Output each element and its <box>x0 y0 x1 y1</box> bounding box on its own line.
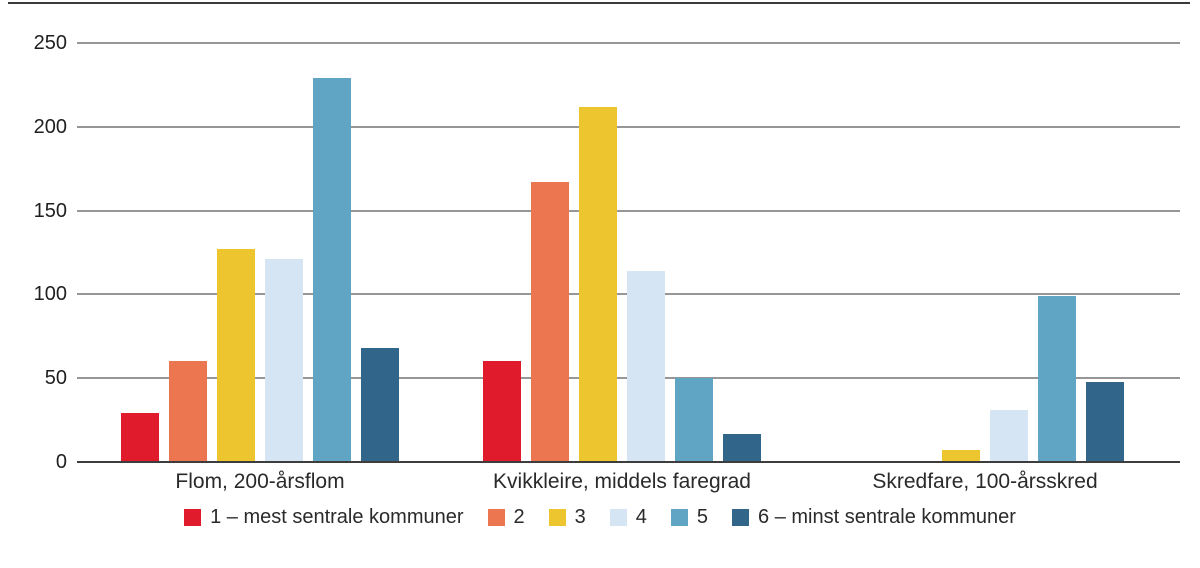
bar-series5-cat1 <box>313 78 351 462</box>
x-axis-line <box>77 461 1180 463</box>
category-label-2: Kvikkleire, middels faregrad <box>493 470 751 493</box>
legend-swatch-icon <box>487 509 505 526</box>
y-tick-label-150: 150 <box>33 199 67 222</box>
legend-swatch-icon <box>184 509 202 526</box>
legend-label: 4 <box>635 506 647 528</box>
bar-series3-cat1 <box>217 249 255 462</box>
legend-swatch-icon <box>548 509 566 526</box>
gridline-250 <box>77 42 1180 44</box>
y-tick-label-0: 0 <box>55 451 67 473</box>
bar-series5-cat3 <box>1038 296 1076 462</box>
legend-label: 2 <box>513 506 525 528</box>
bar-series2-cat1 <box>169 361 207 462</box>
bar-series3-cat2 <box>579 107 617 462</box>
legend-item-6: 6 – minst sentrale kommuner <box>732 506 1016 529</box>
legend-swatch-icon <box>609 509 627 526</box>
legend-item-5: 5 <box>670 506 709 529</box>
legend-item-3: 3 <box>548 506 586 529</box>
legend-label: 1 – mest sentrale kommuner <box>210 506 464 528</box>
bar-series2-cat2 <box>531 182 569 462</box>
bar-group-1 <box>121 43 399 462</box>
bar-series3-cat3 <box>942 450 980 462</box>
bar-series6-cat3 <box>1086 382 1124 462</box>
legend-swatch-icon <box>670 509 688 526</box>
legend-label: 5 <box>696 506 709 528</box>
bar-series1-cat2 <box>483 361 521 462</box>
bar-group-3 <box>846 43 1124 462</box>
legend-item-2: 2 <box>487 506 525 529</box>
legend-label: 6 – minst sentrale kommuner <box>758 506 1016 528</box>
legend-label: 3 <box>574 506 586 528</box>
y-tick-label-250: 250 <box>33 32 67 54</box>
legend-item-4: 4 <box>609 506 647 529</box>
gridline-150 <box>77 209 1180 212</box>
figure-top-border <box>8 2 1190 4</box>
bar-series6-cat2 <box>723 434 761 462</box>
y-tick-label-200: 200 <box>33 115 67 138</box>
legend: 1 – mest sentrale kommuner 2 3 4 5 6 – minst … <box>0 506 1200 529</box>
category-label-3: Skredfare, 100-årsskred <box>872 470 1098 493</box>
legend-item-1: 1 – mest sentrale kommuner <box>184 506 464 529</box>
bar-series1-cat1 <box>121 413 159 462</box>
bar-series4-cat3 <box>990 410 1028 462</box>
y-tick-label-50: 50 <box>44 367 67 390</box>
category-label-1: Flom, 200-årsflom <box>175 470 345 493</box>
bar-series5-cat2 <box>675 378 713 462</box>
bar-series4-cat1 <box>265 259 303 462</box>
legend-swatch-icon <box>732 509 750 526</box>
bar-group-2 <box>483 43 761 462</box>
bar-series4-cat2 <box>627 271 665 462</box>
bar-series6-cat1 <box>361 348 399 462</box>
y-tick-label-100: 100 <box>33 283 67 306</box>
gridline-200 <box>77 125 1180 128</box>
